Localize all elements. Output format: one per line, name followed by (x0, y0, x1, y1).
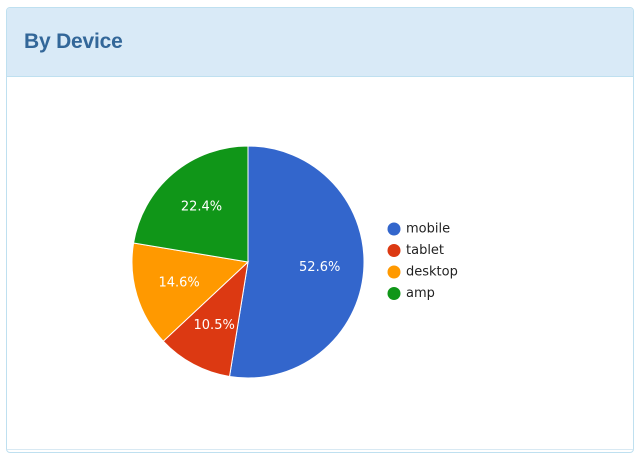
panel-footer-divider (7, 449, 633, 450)
legend-item-mobile[interactable]: mobile (387, 222, 451, 237)
pie-slice-label-amp: 22.4% (181, 200, 222, 215)
pie-slice-labels: 52.6% 10.5% 14.6% 22.4% (158, 200, 340, 333)
pie-slice-label-desktop: 14.6% (158, 275, 199, 290)
legend-swatch-tablet (387, 244, 401, 257)
pie-slice-mobile[interactable] (228, 145, 365, 379)
legend-swatch-amp (387, 287, 401, 300)
legend-label-amp: amp (406, 286, 435, 301)
panel-title: By Device (24, 30, 123, 53)
pie-slice-label-tablet: 10.5% (194, 318, 235, 333)
legend-item-desktop[interactable]: desktop (387, 265, 458, 280)
legend-swatch-mobile (387, 222, 401, 236)
pie-slice-label-mobile: 52.6% (299, 260, 340, 275)
pie-slice-amp[interactable] (132, 145, 249, 263)
legend-swatch-desktop (387, 265, 401, 279)
pie-slice-tablet[interactable] (162, 260, 249, 378)
by-device-panel: By Device (6, 7, 634, 453)
pie-slices (131, 145, 365, 379)
legend-label-mobile: mobile (406, 222, 450, 237)
chart-legend: mobile tablet desktop amp (387, 222, 458, 301)
panel-header: By Device (7, 8, 633, 77)
legend-item-tablet[interactable]: tablet (387, 243, 445, 258)
legend-label-desktop: desktop (406, 265, 458, 280)
legend-label-tablet: tablet (406, 243, 444, 258)
legend-item-amp[interactable]: amp (387, 286, 435, 301)
pie-slice-desktop[interactable] (131, 242, 250, 342)
